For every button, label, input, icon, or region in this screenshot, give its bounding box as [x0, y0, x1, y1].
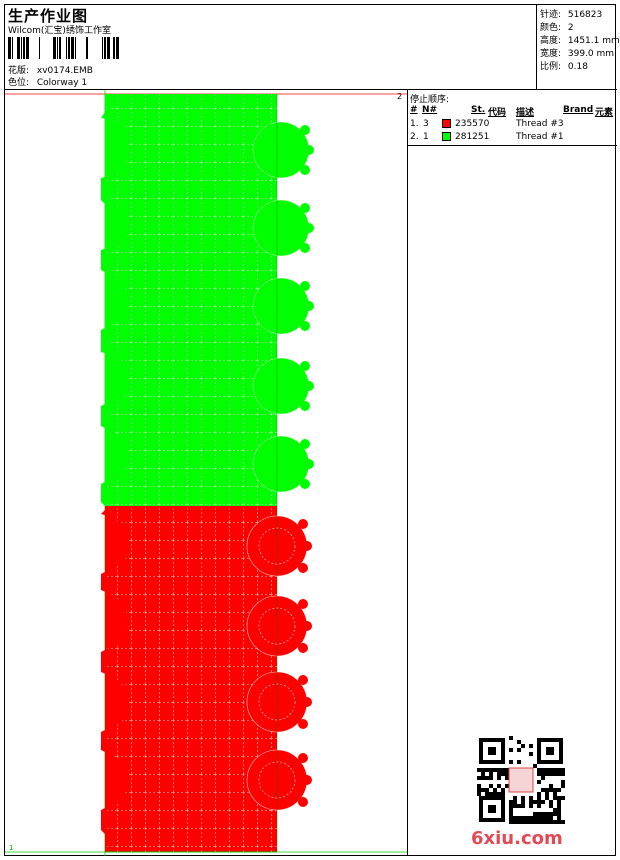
width-label: 宽度:	[540, 49, 562, 59]
height-label: 高度:	[540, 36, 562, 46]
col-element: 元素	[595, 108, 614, 118]
production-worksheet: 生产作业图 Wilcom(汇宝)绣饰工作室 花版: xv0174.EMB 色位:…	[4, 4, 620, 856]
colors-value: 2	[567, 23, 574, 33]
scale-value: 0.18	[567, 62, 588, 72]
col-brand: Brand	[563, 105, 594, 115]
colorway-row: 色位: Colorway 1	[8, 75, 87, 88]
row-description: Thread #1	[516, 132, 564, 142]
list-item: 2. 1 281251 Thread #1	[408, 132, 617, 145]
row-index: 1.	[410, 119, 419, 129]
thread-color-swatch	[442, 132, 451, 141]
design-label: 花版:	[8, 66, 30, 76]
bottom-marker: 1	[9, 844, 13, 852]
col-code: 代码	[488, 108, 507, 118]
scale-row: 比例: 0.18	[540, 59, 588, 72]
page-title: 生产作业图	[8, 7, 89, 25]
company-name: Wilcom(汇宝)绣饰工作室	[8, 26, 111, 36]
stop-sequence-title: 停止顺序:	[410, 95, 450, 105]
design-preview: 2 1	[5, 90, 408, 856]
col-description: 描述	[516, 108, 535, 118]
width-value: 399.0 mm	[567, 49, 615, 59]
col-n: N#	[422, 105, 438, 115]
stitches-value: 516823	[567, 10, 603, 20]
col-index: #	[410, 105, 418, 115]
height-row: 高度: 1451.1 mm	[540, 33, 620, 46]
row-n: 3	[423, 119, 429, 129]
colors-label: 颜色:	[540, 23, 562, 33]
stop-sequence-panel: 停止顺序: # N# St. 代码 描述 Brand 元素 1. 3 23557…	[408, 90, 617, 856]
row-code: 235570	[455, 119, 490, 129]
design-value: xv0174.EMB	[36, 66, 93, 76]
green-thread-section	[101, 94, 314, 506]
list-item: 1. 3 235570 Thread #3	[408, 119, 617, 132]
row-n: 1	[423, 132, 429, 142]
col-st: St.	[471, 105, 486, 115]
thread-color-swatch	[442, 119, 451, 128]
barcode	[8, 37, 119, 59]
row-description: Thread #3	[516, 119, 564, 129]
row-code: 281251	[455, 132, 490, 142]
stitches-row: 针迹: 516823	[540, 7, 602, 20]
colors-row: 颜色: 2	[540, 20, 574, 33]
watermark-text: 6xiu.com	[471, 828, 563, 849]
panel-divider	[408, 145, 617, 146]
embroidery-preview: 2 1	[5, 90, 407, 856]
design-row: 花版: xv0174.EMB	[8, 63, 93, 76]
row-index: 2.	[410, 132, 419, 142]
width-row: 宽度: 399.0 mm	[540, 46, 614, 59]
colorway-label: 色位:	[8, 78, 30, 88]
qr-code	[477, 736, 565, 824]
top-marker: 2	[397, 92, 402, 101]
header-divider	[5, 89, 617, 90]
red-thread-section	[101, 506, 312, 853]
colorway-value: Colorway 1	[36, 78, 88, 88]
header: 生产作业图 Wilcom(汇宝)绣饰工作室 花版: xv0174.EMB 色位:…	[5, 5, 536, 89]
stitches-label: 针迹:	[540, 10, 562, 20]
scale-label: 比例:	[540, 62, 562, 72]
stats-box: 针迹: 516823 颜色: 2 高度: 1451.1 mm 宽度: 399.0…	[536, 5, 620, 89]
height-value: 1451.1 mm	[567, 36, 620, 46]
